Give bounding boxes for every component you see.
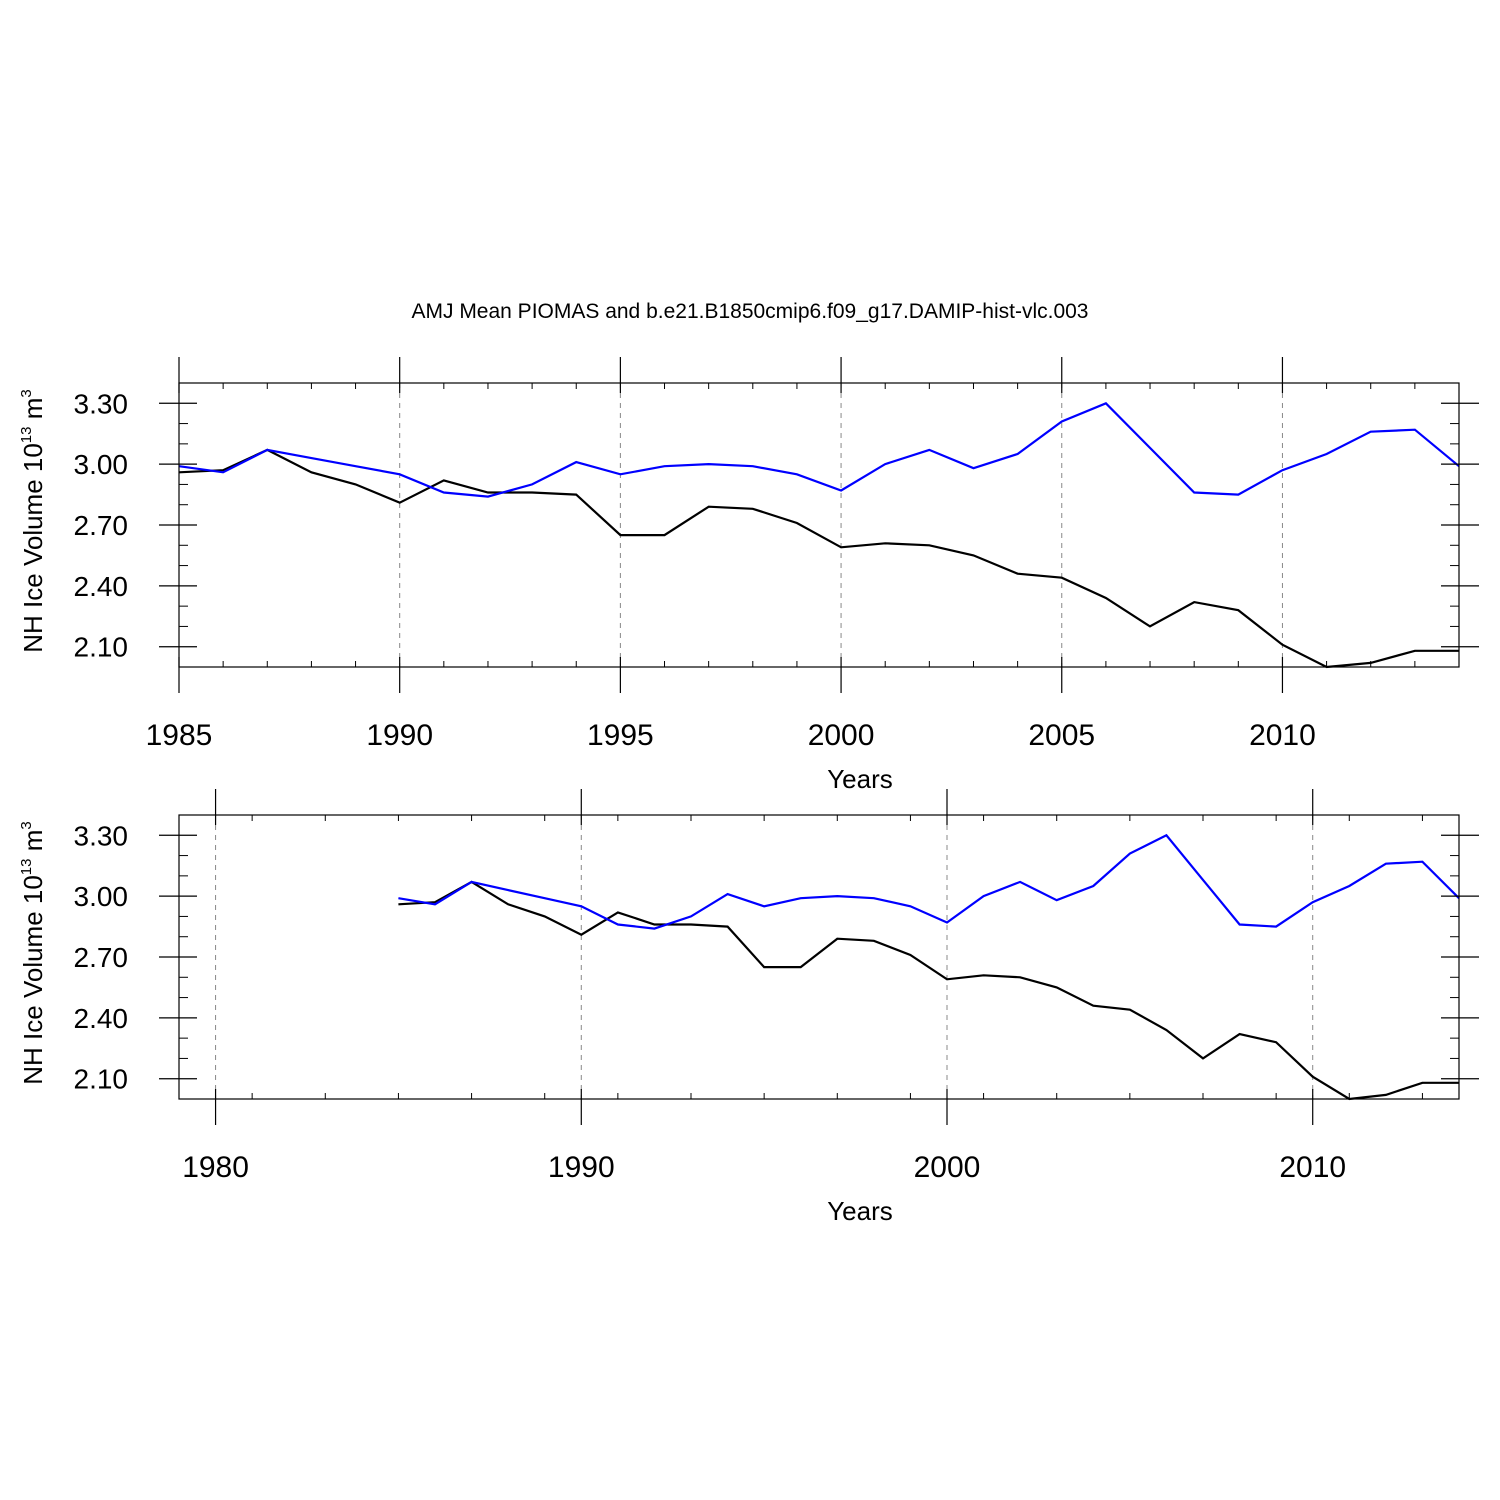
- y-axis-title-part: m: [18, 830, 48, 859]
- x-tick-label: 2000: [808, 719, 875, 752]
- x-tick-label: 1980: [182, 1151, 249, 1184]
- y-tick-label: 2.40: [74, 571, 129, 602]
- y-axis-title: NH Ice Volume 1013 m3: [18, 389, 48, 652]
- x-tick-label: 2000: [914, 1151, 981, 1184]
- y-axis-title-part: NH Ice Volume 10: [18, 875, 48, 1085]
- y-axis-title: NH Ice Volume 1013 m3: [18, 821, 48, 1084]
- y-tick-label: 3.30: [74, 388, 129, 419]
- y-axis-title-exponent: 13: [18, 858, 35, 875]
- x-tick-label: 1990: [366, 719, 433, 752]
- x-tick-label: 1985: [146, 719, 213, 752]
- panel-bottom: 1980 1990 2000 2010 2.10 2.40 2.70 3.00 3.30 Year…: [18, 789, 1479, 1226]
- y-tick-label: 2.70: [74, 510, 129, 541]
- series-line-model: [398, 833, 1460, 930]
- y-tick-label: 3.30: [74, 820, 129, 851]
- y-tick-label: 2.10: [74, 1064, 129, 1095]
- x-axis-title: Years: [827, 764, 893, 794]
- chart-title: AMJ Mean PIOMAS and b.e21.B1850cmip6.f09…: [411, 300, 1088, 323]
- plot-frame: [178, 382, 1460, 668]
- x-tick-label: 2010: [1249, 719, 1316, 752]
- y-tick-label: 3.00: [74, 449, 129, 480]
- panel-top: 1985 1990 1995 2000 2005 2010 2.10 2.40 2.70 3.00…: [18, 357, 1479, 794]
- y-tick-label: 2.40: [74, 1003, 129, 1034]
- x-tick-label: 1995: [587, 719, 654, 752]
- plot-frame: [178, 814, 1460, 1100]
- series-line-model: [178, 402, 1460, 498]
- y-axis-title-part: m: [18, 398, 48, 427]
- x-tick-label: 1990: [548, 1151, 615, 1184]
- y-tick-label: 3.00: [74, 881, 129, 912]
- series-line-piomas: [178, 448, 1459, 669]
- y-axis-title-exponent: 3: [18, 821, 35, 829]
- x-tick-label: 2005: [1028, 719, 1095, 752]
- y-axis-title-part: NH Ice Volume 10: [18, 443, 48, 653]
- y-axis-title-exponent: 3: [18, 389, 35, 397]
- x-tick-label: 2010: [1279, 1151, 1346, 1184]
- series-line-piomas: [398, 880, 1459, 1101]
- y-tick-label: 2.10: [74, 632, 129, 663]
- y-axis-title-exponent: 13: [18, 426, 35, 443]
- x-axis-title: Years: [827, 1196, 893, 1226]
- y-tick-label: 2.70: [74, 942, 129, 973]
